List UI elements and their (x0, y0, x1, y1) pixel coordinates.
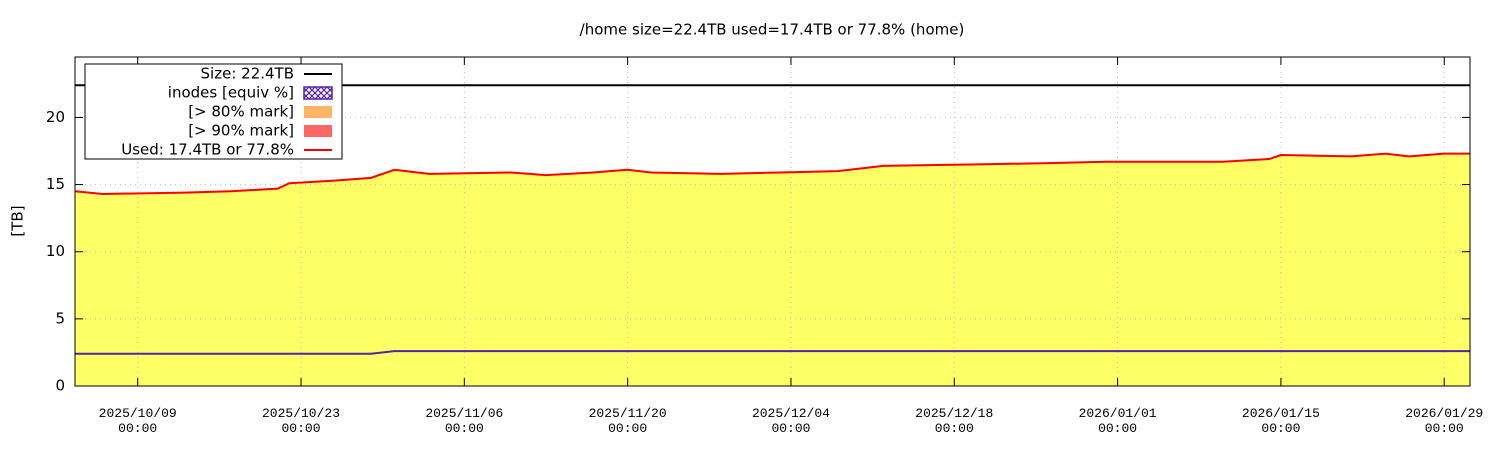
x-tick-label: 2026/01/01 00:00 (1078, 406, 1157, 436)
legend-label: [> 90% mark] (188, 122, 294, 140)
legend-swatch (304, 125, 332, 137)
x-tick-label: 2025/10/23 00:00 (262, 406, 341, 436)
x-tick-label: 2025/12/18 00:00 (915, 406, 994, 436)
x-tick-label: 2025/10/09 00:00 (98, 406, 177, 436)
x-tick-label: 2025/12/04 00:00 (751, 406, 830, 436)
legend-label: inodes [equiv %] (168, 84, 294, 102)
y-axis-label: [TB] (9, 205, 27, 236)
x-tick-label: 2026/01/15 00:00 (1241, 406, 1320, 436)
plot-frame (74, 56, 1471, 387)
used-line (74, 152, 1470, 195)
y-tick-label: 0 (55, 377, 65, 395)
legend-label: [> 80% mark] (188, 103, 294, 121)
legend-swatch (303, 86, 333, 100)
x-tick-label: 2026/01/29 00:00 (1405, 406, 1484, 436)
legend-box (84, 63, 343, 160)
y-tick-label: 10 (46, 242, 65, 260)
inodes-line (75, 350, 1470, 355)
legend-label: Used: 17.4TB or 77.8% (121, 141, 294, 159)
legend-swatch (304, 106, 332, 118)
x-tick-label: 2025/11/20 00:00 (588, 406, 667, 436)
y-tick-label: 20 (46, 108, 65, 126)
y-tick-label: 15 (46, 175, 65, 193)
y-tick-label: 5 (55, 309, 65, 327)
used-area (75, 153, 1470, 386)
chart-title: /home size=22.4TB used=17.4TB or 77.8% (… (580, 21, 965, 39)
legend-label: Size: 22.4TB (201, 65, 294, 83)
x-tick-label: 2025/11/06 00:00 (425, 406, 504, 436)
